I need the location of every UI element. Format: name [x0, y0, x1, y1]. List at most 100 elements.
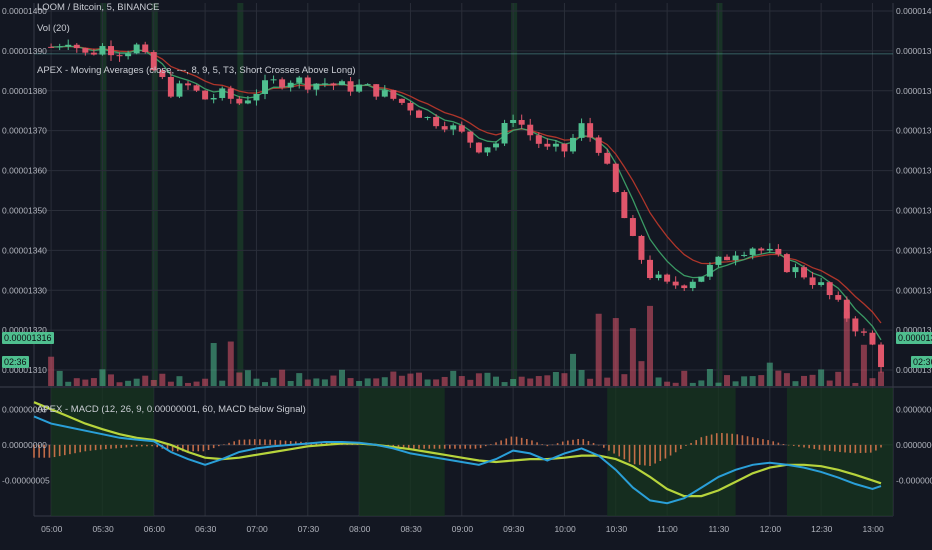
candle-body[interactable]	[792, 267, 799, 273]
candle-body[interactable]	[878, 344, 885, 368]
candle-body[interactable]	[458, 125, 465, 132]
candle-body[interactable]	[176, 83, 183, 97]
candle-body[interactable]	[313, 83, 320, 90]
candle-body[interactable]	[167, 76, 174, 97]
candle-body[interactable]	[416, 110, 423, 118]
candle-body[interactable]	[99, 46, 106, 55]
candle-body[interactable]	[527, 124, 534, 136]
candle-body[interactable]	[501, 123, 508, 144]
candle-body[interactable]	[493, 143, 500, 148]
candle-body[interactable]	[749, 248, 756, 255]
candle-body[interactable]	[852, 318, 859, 332]
candle-body[interactable]	[82, 48, 89, 53]
candle-body[interactable]	[244, 100, 251, 104]
candle-body[interactable]	[390, 90, 397, 99]
candle-body[interactable]	[424, 116, 431, 118]
candle-body[interactable]	[287, 82, 294, 88]
candle-body[interactable]	[638, 235, 645, 260]
candle-body[interactable]	[758, 248, 765, 251]
candle-body[interactable]	[262, 80, 269, 94]
candle-body[interactable]	[270, 79, 277, 81]
candle-body[interactable]	[48, 46, 55, 48]
candle-body[interactable]	[801, 267, 808, 278]
candle-body[interactable]	[364, 84, 371, 86]
candle-body[interactable]	[860, 331, 867, 333]
candle-body[interactable]	[552, 143, 559, 147]
candle-body[interactable]	[321, 83, 328, 85]
candle-body[interactable]	[193, 85, 200, 91]
candle-body[interactable]	[356, 84, 363, 92]
candle-body[interactable]	[664, 274, 671, 282]
candlesticks[interactable]	[48, 39, 885, 373]
candle-body[interactable]	[398, 98, 405, 103]
candle-body[interactable]	[612, 163, 619, 193]
candle-body[interactable]	[73, 44, 80, 49]
candle-body[interactable]	[433, 116, 440, 127]
candle-body[interactable]	[133, 44, 140, 54]
candle-body[interactable]	[159, 70, 166, 77]
candle-body[interactable]	[90, 52, 97, 55]
candle-body[interactable]	[587, 123, 594, 138]
candle-body[interactable]	[775, 248, 782, 255]
candle-body[interactable]	[219, 88, 226, 98]
candle-body[interactable]	[108, 46, 114, 56]
candle-body[interactable]	[484, 147, 491, 153]
candle-body[interactable]	[150, 52, 157, 71]
candle-body[interactable]	[741, 254, 748, 256]
candle-body[interactable]	[510, 120, 517, 124]
candle-body[interactable]	[253, 93, 260, 101]
candle-body[interactable]	[724, 256, 731, 261]
candle-body[interactable]	[296, 77, 303, 83]
candle-body[interactable]	[689, 281, 696, 289]
candle-body[interactable]	[227, 88, 234, 99]
candle-body[interactable]	[843, 299, 850, 319]
candle-body[interactable]	[766, 248, 773, 251]
candle-body[interactable]	[732, 255, 739, 261]
candle-body[interactable]	[835, 295, 842, 300]
candle-body[interactable]	[655, 274, 662, 279]
candle-body[interactable]	[236, 98, 243, 104]
candle-body[interactable]	[826, 282, 833, 296]
candle-body[interactable]	[407, 102, 414, 111]
candle-body[interactable]	[698, 276, 705, 282]
candle-body[interactable]	[535, 135, 542, 144]
candle-body[interactable]	[210, 97, 217, 100]
candle-body[interactable]	[869, 332, 876, 345]
candle-body[interactable]	[570, 137, 577, 152]
candle-body[interactable]	[339, 81, 346, 86]
candle-body[interactable]	[65, 44, 72, 47]
candle-body[interactable]	[202, 90, 209, 100]
candle-body[interactable]	[304, 77, 311, 90]
candle-body[interactable]	[595, 137, 602, 153]
candle-body[interactable]	[373, 84, 380, 97]
candle-body[interactable]	[441, 126, 448, 130]
candle-body[interactable]	[818, 282, 825, 286]
candle-body[interactable]	[706, 264, 713, 277]
candle-body[interactable]	[279, 79, 286, 88]
candle-body[interactable]	[561, 143, 568, 152]
candle-body[interactable]	[475, 142, 482, 153]
candle-body[interactable]	[125, 53, 132, 57]
candle-body[interactable]	[142, 44, 149, 53]
candle-body[interactable]	[544, 143, 551, 147]
candle-body[interactable]	[381, 90, 388, 97]
candle-body[interactable]	[647, 259, 654, 279]
candle-body[interactable]	[604, 152, 611, 164]
candle-body[interactable]	[56, 46, 63, 48]
candle-body[interactable]	[518, 120, 525, 125]
candle-body[interactable]	[578, 123, 585, 138]
candle-body[interactable]	[629, 218, 636, 236]
candle-body[interactable]	[330, 83, 337, 86]
candle-body[interactable]	[347, 81, 354, 92]
candle-body[interactable]	[185, 83, 191, 86]
candle-body[interactable]	[450, 125, 457, 130]
candle-body[interactable]	[715, 256, 722, 265]
candle-body[interactable]	[116, 55, 123, 57]
candle-body[interactable]	[621, 192, 628, 219]
candle-body[interactable]	[681, 285, 688, 289]
candle-body[interactable]	[467, 131, 474, 143]
candle-body[interactable]	[809, 277, 816, 286]
candle-body[interactable]	[672, 281, 679, 286]
candle-body[interactable]	[783, 254, 790, 273]
